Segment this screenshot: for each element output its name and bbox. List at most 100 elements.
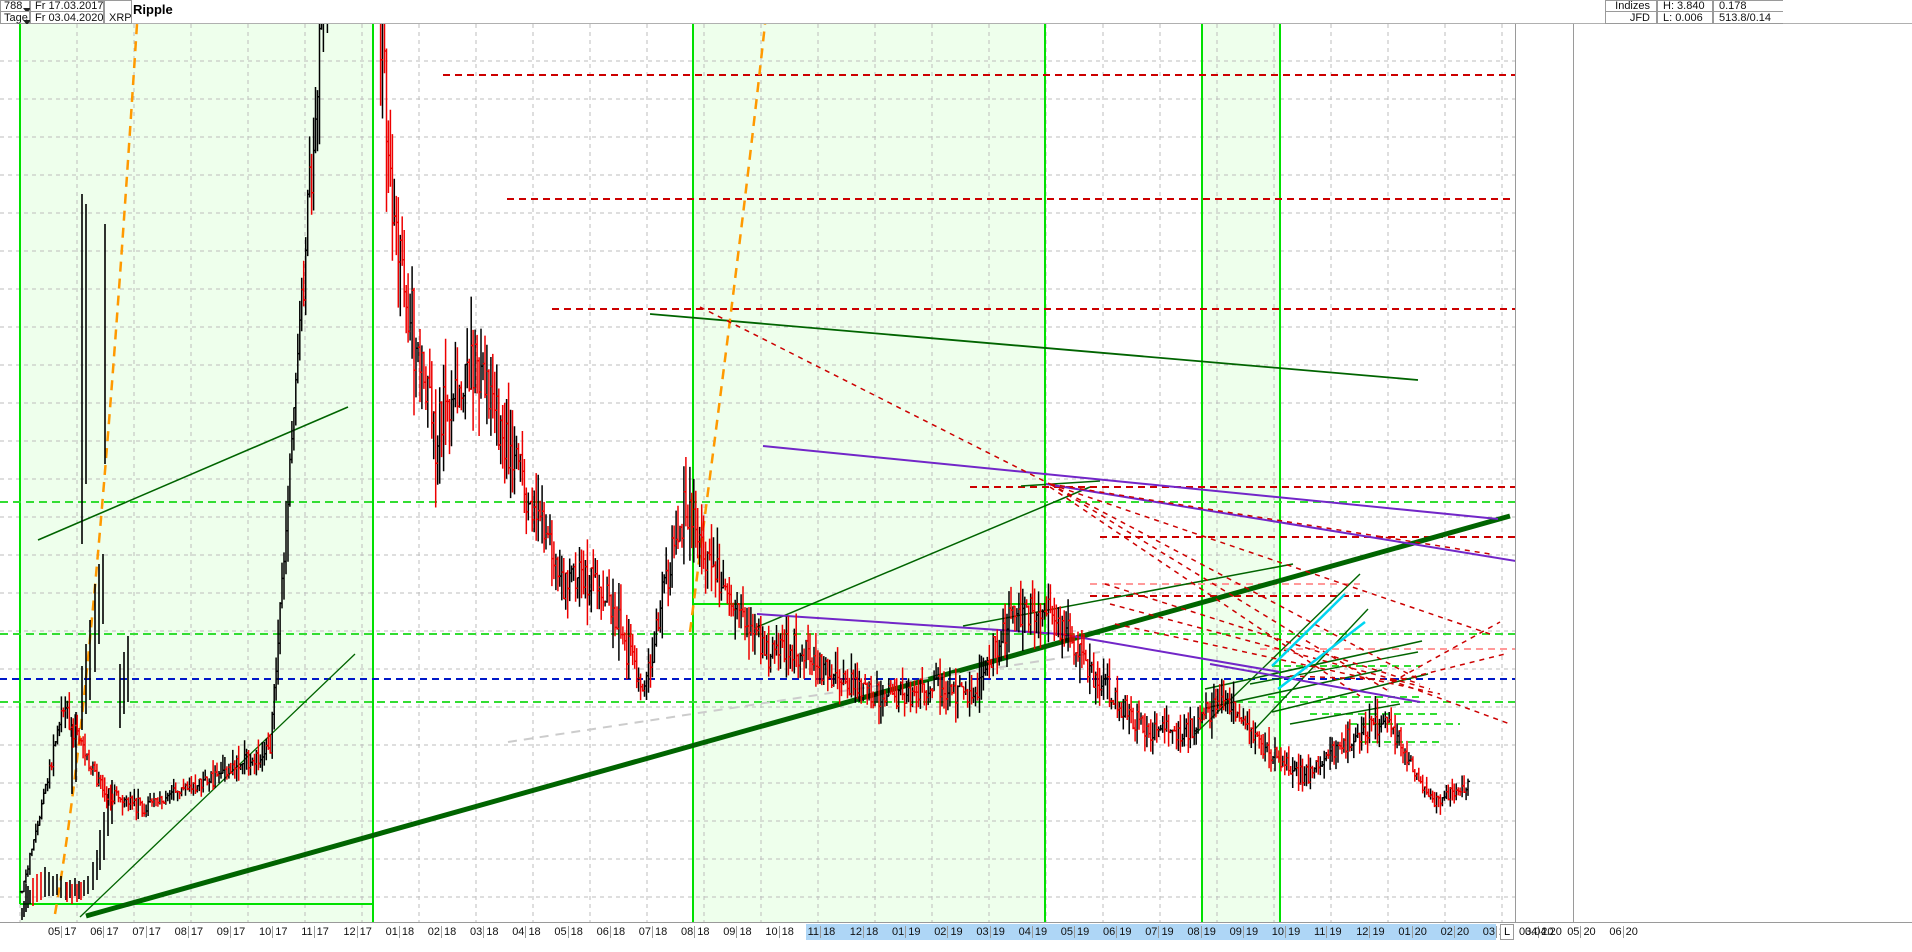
fan-13 (1289, 675, 1401, 681)
major-uptrend (85, 513, 1511, 919)
time-tick: 04 20 (1525, 926, 1554, 938)
time-tick: 05 17 (48, 926, 77, 938)
purple-trend-3 (1059, 633, 1281, 673)
bars-count-label: 788 (4, 1, 23, 12)
low-label: L: 0.006 (1663, 13, 1703, 24)
red-fan-lines (699, 306, 1511, 725)
time-tick: 10 17 (259, 926, 288, 938)
trend-up-9 (1249, 651, 1419, 685)
trend-up-1 (37, 406, 349, 541)
grey-trend-line (507, 651, 1101, 743)
time-tick: 07 18 (638, 926, 668, 938)
log-scale-button[interactable]: L (1500, 924, 1514, 940)
time-tick: 03 18 (470, 926, 499, 938)
trend-up-8 (1289, 703, 1401, 725)
time-tick: 09 18 (723, 926, 752, 938)
date-to-box[interactable]: Fr 03.04.2020 (30, 11, 104, 24)
trend-down-1 (649, 313, 1419, 381)
symbol-box[interactable]: XRP (104, 0, 132, 24)
time-tick: 08 17 (174, 926, 204, 938)
orange-parabolic-2 (688, 24, 767, 633)
low-box: L: 0.006 (1657, 11, 1713, 24)
date-to-label: Fr 03.04.2020 (35, 13, 104, 24)
range-info-box: 513.8/0.14 (1713, 11, 1783, 24)
time-tick: 06 19 (1103, 926, 1132, 938)
zone-borders (19, 24, 1281, 922)
time-tick: 10 18 (765, 926, 794, 938)
zone-2 (693, 24, 1045, 922)
grid-lines (0, 24, 1515, 922)
purple-channel-top (762, 445, 1499, 520)
high-label: H: 3.840 (1663, 1, 1705, 12)
time-tick: 11 17 (301, 926, 329, 938)
trend-lines-purple (756, 445, 1515, 703)
time-tick: 04 18 (512, 926, 541, 938)
time-tick: 07 17 (132, 926, 161, 938)
ohlc-bar-cluster (19, 24, 1471, 894)
time-tick: 11 18 (807, 926, 836, 938)
fan-2 (1049, 483, 1491, 555)
source-feed-label: JFD (1629, 13, 1650, 24)
right-blank-pane (1574, 24, 1912, 922)
cyan-2 (1277, 621, 1366, 690)
time-tick: 02 18 (427, 926, 457, 938)
fan-11 (1391, 653, 1506, 683)
trend-up-3 (756, 486, 1091, 628)
trend-lines-orange (53, 24, 767, 915)
time-tick: 10 19 (1271, 926, 1301, 938)
time-tick: 01 18 (385, 926, 415, 938)
purple-trend-2 (1045, 483, 1515, 562)
interval-box[interactable]: Tage (0, 11, 30, 24)
orange-parabolic-1 (53, 24, 139, 915)
last-price-header: 0.178 (1719, 1, 1747, 12)
chevron-down-icon[interactable] (20, 2, 31, 20)
trend-steep-2 (1254, 608, 1369, 730)
ohlc-bars-down (32, 872, 82, 906)
time-tick: 12 17 (343, 926, 372, 938)
trend-lines-cyan (1271, 593, 1366, 690)
time-tick: 06 20 (1609, 926, 1638, 938)
time-tick: 02 20 (1440, 926, 1470, 938)
price-axis[interactable]: (c)Tai-Pan 1.1501.1001.0501.0000.9500.90… (1516, 24, 1574, 922)
chart-svg (0, 24, 1515, 922)
price-chart-canvas[interactable]: Haftungsausschluss für Inhalte: Alle Tre… (0, 24, 1516, 922)
time-tick: 03 19 (976, 926, 1005, 938)
page-title: Ripple (133, 2, 173, 17)
chevron-down-icon-2[interactable] (20, 14, 31, 32)
range-info-label: 513.8/0.14 (1719, 13, 1771, 24)
time-tick: 01 20 (1398, 926, 1427, 938)
time-tick: 04 19 (1018, 926, 1048, 938)
time-tick: 02 19 (934, 926, 963, 938)
time-tick: 07 19 (1145, 926, 1174, 938)
date-from-label: Fr 17.03.2017 (35, 1, 104, 12)
time-tick: 12 18 (849, 926, 879, 938)
ohlc-bars (21, 194, 129, 920)
time-tick: 01 19 (892, 926, 921, 938)
time-tick: 05 19 (1060, 926, 1090, 938)
trend-up-2 (79, 653, 356, 918)
time-tick: 06 17 (90, 926, 119, 938)
time-tick: 06 18 (596, 926, 626, 938)
time-tick: 11 19 (1314, 926, 1342, 938)
cyan-1 (1271, 593, 1346, 667)
end-date-label: 03.04.20 (1519, 926, 1562, 938)
time-tick: 08 18 (681, 926, 710, 938)
zone-3 (1202, 24, 1280, 922)
fan-10 (1389, 679, 1511, 725)
ohlc-down-bars (49, 24, 1467, 821)
fan-12 (1391, 621, 1501, 683)
trend-up-5 (1204, 640, 1423, 690)
time-range-selection[interactable] (806, 924, 1496, 940)
time-tick: 05 20 (1567, 926, 1596, 938)
horizontal-levels (0, 74, 1515, 743)
source-group-label: Indizes (1615, 1, 1650, 12)
trend-flat-1 (1020, 480, 1101, 487)
trend-up-4 (962, 563, 1294, 627)
time-tick: 12 19 (1356, 926, 1385, 938)
time-tick: 08 19 (1187, 926, 1216, 938)
time-tick: 05 18 (554, 926, 583, 938)
fan-5 (1049, 483, 1391, 693)
time-axis[interactable]: 05 17 06 17 07 17 08 17 09 17 10 17 11 17 12 17 01 18 02 18… (0, 922, 1912, 952)
fan-6 (1049, 486, 1361, 697)
time-tick: 09 19 (1229, 926, 1259, 938)
